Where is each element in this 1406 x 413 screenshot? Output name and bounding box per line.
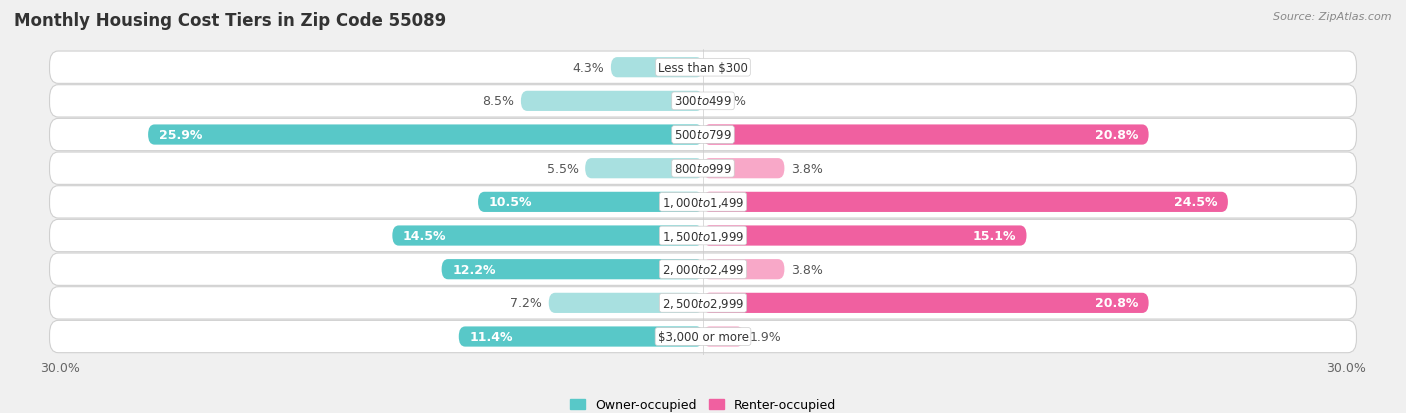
Text: $3,000 or more: $3,000 or more xyxy=(658,330,748,343)
FancyBboxPatch shape xyxy=(585,159,703,179)
Text: $1,000 to $1,499: $1,000 to $1,499 xyxy=(662,195,744,209)
FancyBboxPatch shape xyxy=(703,259,785,280)
Legend: Owner-occupied, Renter-occupied: Owner-occupied, Renter-occupied xyxy=(565,393,841,413)
FancyBboxPatch shape xyxy=(703,293,1149,313)
Text: $800 to $999: $800 to $999 xyxy=(673,162,733,175)
Text: 20.8%: 20.8% xyxy=(1094,297,1137,310)
FancyBboxPatch shape xyxy=(610,58,703,78)
Text: 0.0%: 0.0% xyxy=(714,95,745,108)
FancyBboxPatch shape xyxy=(703,125,1149,145)
Text: 5.5%: 5.5% xyxy=(547,162,579,175)
Text: 3.8%: 3.8% xyxy=(790,162,823,175)
FancyBboxPatch shape xyxy=(441,259,703,280)
FancyBboxPatch shape xyxy=(49,85,1357,118)
Text: 1.9%: 1.9% xyxy=(751,330,782,343)
FancyBboxPatch shape xyxy=(49,186,1357,218)
Text: 11.4%: 11.4% xyxy=(470,330,513,343)
FancyBboxPatch shape xyxy=(49,287,1357,319)
Text: Source: ZipAtlas.com: Source: ZipAtlas.com xyxy=(1274,12,1392,22)
Text: 15.1%: 15.1% xyxy=(973,230,1015,242)
FancyBboxPatch shape xyxy=(520,92,703,112)
Text: 10.5%: 10.5% xyxy=(489,196,533,209)
Text: 8.5%: 8.5% xyxy=(482,95,515,108)
Text: 0.0%: 0.0% xyxy=(714,62,745,74)
FancyBboxPatch shape xyxy=(49,320,1357,353)
Text: Monthly Housing Cost Tiers in Zip Code 55089: Monthly Housing Cost Tiers in Zip Code 5… xyxy=(14,12,446,30)
Text: 12.2%: 12.2% xyxy=(453,263,496,276)
Text: $300 to $499: $300 to $499 xyxy=(673,95,733,108)
FancyBboxPatch shape xyxy=(703,226,1026,246)
Text: 7.2%: 7.2% xyxy=(510,297,543,310)
FancyBboxPatch shape xyxy=(703,159,785,179)
FancyBboxPatch shape xyxy=(478,192,703,212)
FancyBboxPatch shape xyxy=(703,327,744,347)
FancyBboxPatch shape xyxy=(703,192,1227,212)
Text: 4.3%: 4.3% xyxy=(572,62,605,74)
FancyBboxPatch shape xyxy=(49,52,1357,84)
Text: 14.5%: 14.5% xyxy=(404,230,447,242)
Text: 24.5%: 24.5% xyxy=(1174,196,1218,209)
FancyBboxPatch shape xyxy=(392,226,703,246)
Text: 3.8%: 3.8% xyxy=(790,263,823,276)
FancyBboxPatch shape xyxy=(49,220,1357,252)
FancyBboxPatch shape xyxy=(148,125,703,145)
FancyBboxPatch shape xyxy=(548,293,703,313)
Text: $2,500 to $2,999: $2,500 to $2,999 xyxy=(662,296,744,310)
Text: 20.8%: 20.8% xyxy=(1094,129,1137,142)
Text: $500 to $799: $500 to $799 xyxy=(673,129,733,142)
Text: $1,500 to $1,999: $1,500 to $1,999 xyxy=(662,229,744,243)
FancyBboxPatch shape xyxy=(458,327,703,347)
FancyBboxPatch shape xyxy=(49,254,1357,286)
FancyBboxPatch shape xyxy=(49,119,1357,151)
Text: Less than $300: Less than $300 xyxy=(658,62,748,74)
FancyBboxPatch shape xyxy=(49,153,1357,185)
Text: 25.9%: 25.9% xyxy=(159,129,202,142)
Text: $2,000 to $2,499: $2,000 to $2,499 xyxy=(662,263,744,277)
